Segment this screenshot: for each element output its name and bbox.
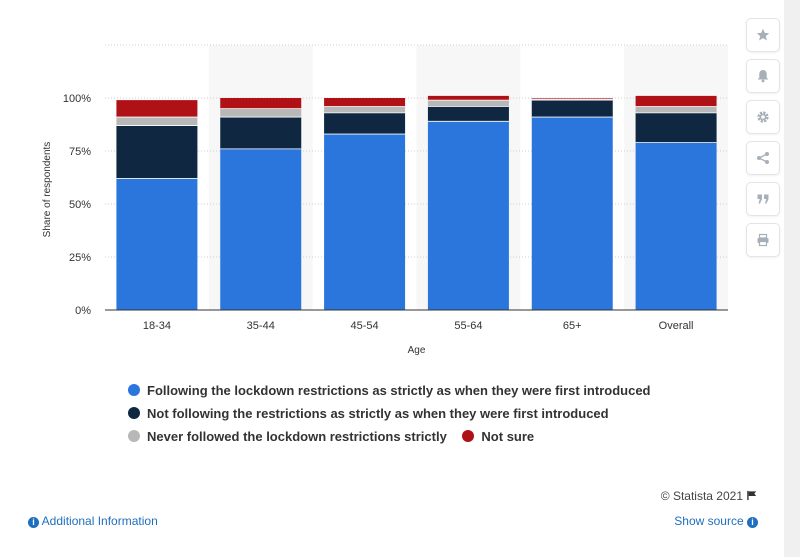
notification-button[interactable]	[746, 59, 780, 93]
bell-icon	[757, 70, 769, 83]
bar-18-34-series-2[interactable]	[116, 117, 198, 126]
x-tick-label: 55-64	[454, 320, 482, 332]
bar-18-34-series-1[interactable]	[116, 125, 198, 179]
bar-45-54-series-3[interactable]	[324, 98, 406, 107]
legend-dot-following	[128, 384, 140, 396]
bar-55-64-series-2[interactable]	[427, 100, 509, 107]
bar-18-34-series-0[interactable]	[116, 178, 198, 310]
bar-35-44-series-1[interactable]	[220, 117, 302, 149]
x-tick-label: 45-54	[351, 320, 379, 332]
x-tick-labels: 18-34 35-44 45-54 55-64 65+ Overall	[143, 320, 694, 332]
share-button[interactable]	[746, 141, 780, 175]
cite-button[interactable]	[746, 182, 780, 216]
bar-Overall-series-2[interactable]	[635, 106, 717, 113]
bar-45-54-series-1[interactable]	[324, 112, 406, 135]
x-axis-title: Age	[408, 345, 426, 356]
bar-65+-series-2[interactable]	[531, 99, 613, 101]
legend-dot-not-following	[128, 407, 140, 419]
gridlines	[105, 44, 728, 258]
legend-label-not-following: Not following the restrictions as strict…	[147, 406, 609, 421]
bar-Overall-series-1[interactable]	[635, 112, 717, 143]
bar-65+-series-1[interactable]	[531, 100, 613, 118]
x-tick-label: 18-34	[143, 320, 171, 332]
legend-item-never-followed[interactable]: Never followed the lockdown restrictions…	[128, 428, 447, 446]
print-button[interactable]	[746, 223, 780, 257]
show-source-link[interactable]: Show source i	[674, 514, 758, 528]
share-icon	[757, 152, 769, 164]
legend-dot-not-sure	[462, 430, 475, 442]
bar-35-44-series-3[interactable]	[220, 98, 302, 109]
quote-icon	[757, 194, 769, 204]
y-tick-label: 0%	[75, 305, 91, 317]
additional-information-link[interactable]: i Additional Information	[28, 514, 158, 528]
bar-Overall-series-0[interactable]	[635, 142, 717, 310]
bar-55-64-series-1[interactable]	[427, 106, 509, 122]
bar-55-64-series-3[interactable]	[427, 95, 509, 101]
settings-button[interactable]	[746, 100, 780, 134]
bar-45-54-series-0[interactable]	[324, 134, 406, 310]
gear-icon	[757, 111, 769, 123]
legend-row: Following the lockdown restrictions as s…	[128, 382, 663, 405]
legend-row: Never followed the lockdown restrictions…	[128, 428, 663, 451]
y-tick-label: 100%	[63, 93, 91, 105]
legend-label-never-followed: Never followed the lockdown restrictions…	[147, 429, 447, 444]
bar-45-54-series-2[interactable]	[324, 106, 406, 113]
credit-text: © Statista 2021	[660, 489, 743, 503]
legend-label-not-sure: Not sure	[481, 429, 535, 444]
star-icon	[756, 28, 770, 41]
legend-item-not-sure[interactable]: Not sure	[462, 428, 534, 446]
bar-65+-series-3[interactable]	[531, 98, 613, 100]
info-icon: i	[747, 517, 758, 528]
additional-information-label: Additional Information	[41, 514, 158, 528]
y-tick-labels: 0% 25% 50% 75% 100%	[63, 93, 91, 317]
x-tick-label: 35-44	[247, 320, 275, 332]
bars	[116, 95, 717, 310]
bar-55-64-series-0[interactable]	[427, 121, 509, 310]
y-tick-label: 25%	[69, 252, 91, 264]
flag-icon	[747, 490, 757, 501]
legend: Following the lockdown restrictions as s…	[128, 382, 663, 451]
legend-dot-never-followed	[128, 430, 140, 442]
x-tick-label: Overall	[659, 320, 694, 332]
show-source-label: Show source	[674, 514, 744, 528]
print-icon	[757, 233, 769, 247]
side-toolbar	[746, 18, 780, 264]
x-tick-label: 65+	[563, 320, 582, 332]
y-tick-label: 75%	[69, 146, 91, 158]
favorite-button[interactable]	[746, 18, 780, 52]
legend-item-following[interactable]: Following the lockdown restrictions as s…	[128, 382, 651, 400]
bar-65+-series-0[interactable]	[531, 117, 613, 310]
legend-label-following: Following the lockdown restrictions as s…	[147, 383, 651, 398]
bar-35-44-series-2[interactable]	[220, 108, 302, 118]
bar-18-34-series-3[interactable]	[116, 100, 198, 118]
stacked-bar-chart: 0% 25% 50% 75% 100% 18-34 35-44 45-54 55-64 65+ O…	[42, 44, 728, 356]
bar-Overall-series-3[interactable]	[635, 95, 717, 107]
y-axis-title: Share of respondents	[42, 142, 53, 238]
y-tick-label: 50%	[69, 199, 91, 211]
bar-35-44-series-0[interactable]	[220, 148, 302, 310]
legend-row: Not following the restrictions as strict…	[128, 405, 663, 428]
statista-credit[interactable]: © Statista 2021	[661, 489, 758, 503]
info-icon: i	[28, 517, 39, 528]
legend-item-not-following[interactable]: Not following the restrictions as strict…	[128, 405, 609, 423]
